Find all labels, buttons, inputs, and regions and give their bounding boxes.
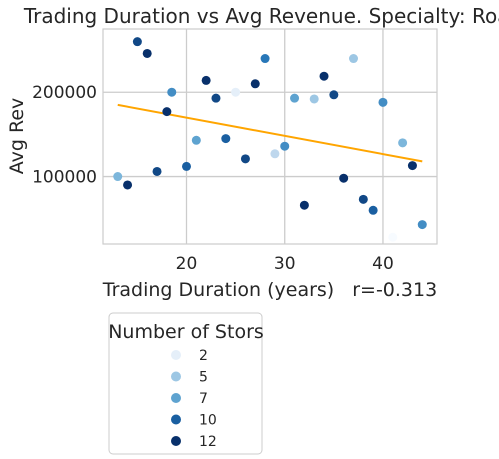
legend-label: 12: [199, 434, 217, 450]
scatter-point: [280, 141, 290, 151]
scatter-point: [132, 37, 142, 47]
legend-label: 7: [199, 391, 208, 407]
scatter-point: [270, 149, 280, 159]
scatter-point: [211, 93, 221, 103]
scatter-point: [290, 93, 300, 103]
scatter-point: [182, 161, 191, 171]
legend-entries: 2 5 7 10 12: [171, 348, 217, 450]
y-tick-label: 200000: [32, 83, 97, 103]
legend-label: 10: [199, 413, 217, 429]
scatter-point: [349, 54, 358, 64]
scatter-point: [388, 232, 398, 242]
scatter-point: [378, 97, 388, 107]
scatter-point: [398, 138, 408, 148]
scatter-point: [162, 107, 172, 117]
scatter-point: [417, 220, 427, 230]
x-axis-label-text: Trading Duration (years): [102, 279, 334, 301]
scatter-point: [191, 135, 201, 145]
scatter-point: [142, 48, 152, 58]
scatter-point: [260, 54, 270, 64]
scatter-point: [368, 205, 378, 215]
legend-title: Number of Stors: [108, 321, 264, 343]
correlation-annotation: r=-0.313: [352, 279, 437, 301]
legend-label: 2: [199, 348, 208, 364]
plot-area: [102, 28, 438, 245]
scatter-point: [407, 161, 417, 171]
y-axis-ticks: 100000 200000: [32, 83, 97, 187]
grid-lines: [103, 29, 437, 244]
scatter-point: [231, 87, 241, 97]
legend-label: 5: [199, 370, 208, 386]
scatter-point: [113, 172, 123, 182]
legend-marker: [171, 414, 181, 425]
scatter-point: [221, 134, 231, 144]
scatter-point: [167, 87, 177, 97]
legend-marker: [171, 393, 181, 403]
x-tick-label: 30: [274, 254, 296, 274]
scatter-point: [123, 180, 133, 190]
scatter-point: [319, 71, 329, 81]
scatter-point: [250, 79, 260, 89]
legend-marker: [171, 350, 181, 360]
scatter-point: [358, 194, 368, 204]
y-axis-label: Avg Rev: [6, 98, 28, 175]
chart-title: Trading Duration vs Avg Revenue. Special…: [23, 4, 499, 28]
legend-frame: [108, 312, 263, 455]
legend-marker: [171, 371, 181, 382]
scatter-point: [329, 90, 339, 100]
data-points: [113, 37, 427, 242]
x-tick-label: 20: [176, 254, 198, 274]
x-axis-label: Trading Duration (years) r=-0.313: [102, 279, 437, 301]
legend: Number of Stors 2 5 7 10 12: [108, 312, 264, 455]
scatter-point: [201, 75, 211, 85]
scatter-point: [152, 166, 162, 176]
x-axis-ticks: 20 30 40: [176, 254, 394, 274]
scatter-point: [299, 200, 309, 210]
scatter-point: [240, 154, 250, 164]
y-tick-label: 100000: [32, 168, 97, 188]
scatter-point: [309, 94, 319, 104]
scatter-point: [339, 173, 349, 183]
x-tick-label: 40: [372, 254, 394, 274]
legend-marker: [171, 436, 181, 446]
